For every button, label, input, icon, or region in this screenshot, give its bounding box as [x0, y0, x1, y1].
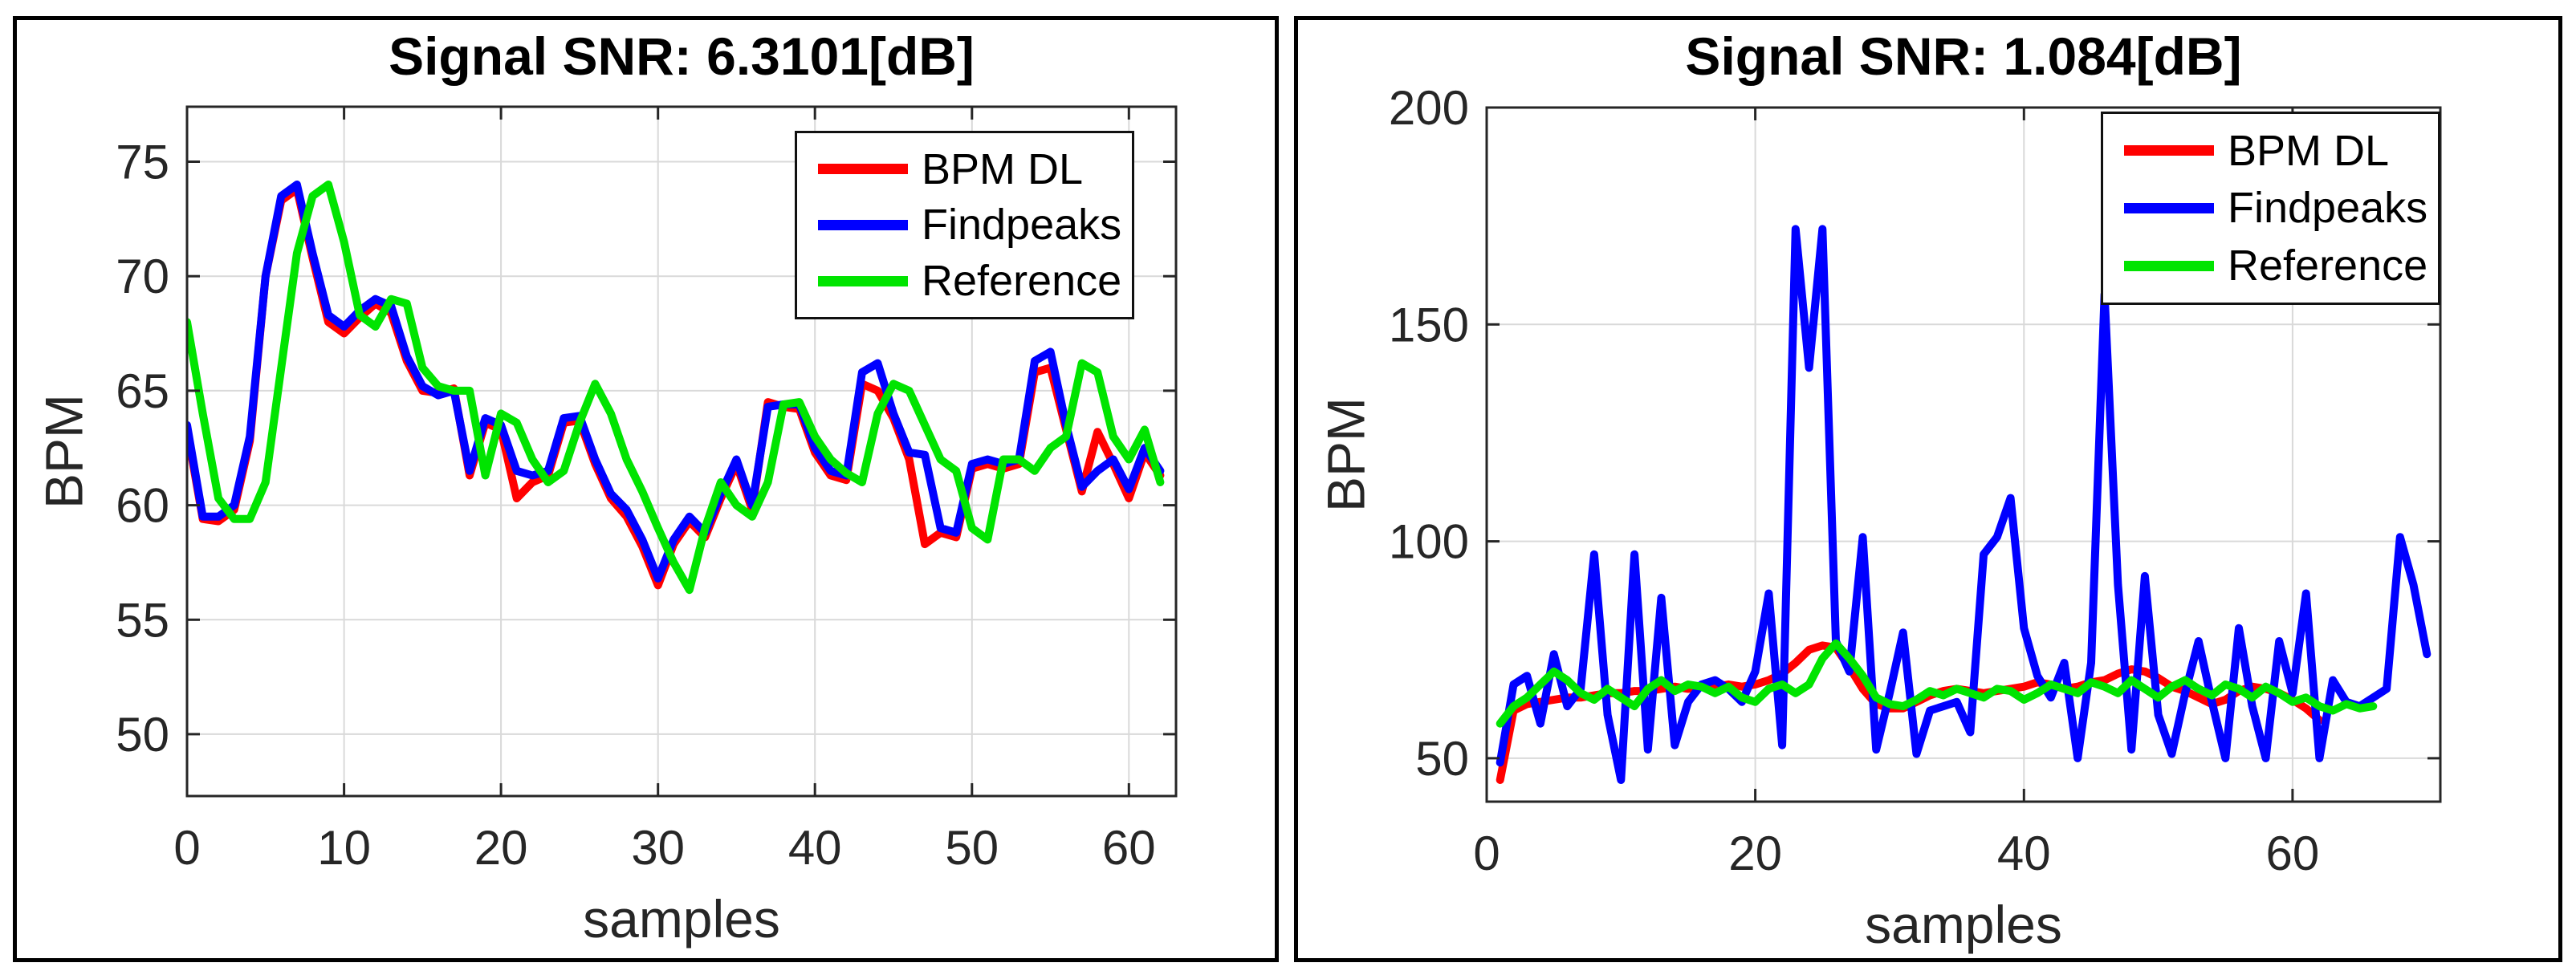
svg-text:60: 60	[2266, 827, 2320, 880]
svg-text:40: 40	[1997, 827, 2051, 880]
tick-marks	[185, 107, 1176, 796]
series-line-reference	[1496, 639, 2378, 728]
svg-text:20: 20	[474, 821, 528, 875]
panel-left-snr-6.3101: 0 10 20 30 40 50 60 50 55 60 65 70 75 samples BPM Sign…	[13, 16, 1279, 962]
chart-title-right: Signal SNR: 1.084[dB]	[1685, 26, 2242, 86]
axes-box	[1485, 106, 2442, 803]
legend-line-sample-blue	[2124, 202, 2214, 213]
legend-item-findpeaks: Findpeaks	[818, 203, 1132, 246]
svg-text:40: 40	[788, 821, 842, 875]
legend-line-sample-green	[2124, 260, 2214, 271]
series-line-reference	[187, 181, 1165, 595]
svg-text:50: 50	[116, 708, 169, 762]
legend-line-sample-green	[818, 275, 908, 286]
x-axis-label: samples	[583, 889, 780, 949]
legend-label-reference: Reference	[922, 257, 1122, 306]
legend-label-findpeaks: Findpeaks	[922, 201, 1122, 250]
svg-text:50: 50	[945, 821, 999, 875]
svg-text:75: 75	[116, 136, 169, 189]
y-axis-label: BPM	[34, 394, 93, 509]
y-axis-label: BPM	[1316, 397, 1375, 512]
svg-text:55: 55	[116, 593, 169, 647]
legend-item-bpm-dl: BPM DL	[818, 148, 1132, 191]
svg-text:0: 0	[1473, 827, 1500, 880]
series-line-findpeaks	[187, 181, 1165, 583]
svg-text:0: 0	[173, 821, 200, 875]
axes-box	[185, 105, 1178, 798]
legend-item-bpm-dl: BPM DL	[2124, 129, 2438, 173]
x-axis-label: samples	[1865, 895, 2062, 954]
panel-right-snr-1.084: 0 20 40 60 50 100 150 200 samples BPM Signal SNR:…	[1294, 16, 2562, 962]
legend-item-findpeaks: Findpeaks	[2124, 186, 2438, 230]
legend-right: BPM DL Findpeaks Reference	[2101, 112, 2440, 305]
chart-title-left: Signal SNR: 6.3101[dB]	[389, 26, 975, 86]
series-lines	[187, 181, 1165, 595]
svg-text:100: 100	[1389, 515, 1469, 569]
legend-line-sample-blue	[818, 219, 908, 230]
legend-label-bpm-dl: BPM DL	[922, 144, 1084, 193]
tick-labels: 0 20 40 60 50 100 150 200	[1389, 81, 2319, 880]
svg-text:70: 70	[116, 250, 169, 303]
legend-left: BPM DL Findpeaks Reference	[795, 131, 1134, 319]
tick-marks	[1485, 106, 2440, 802]
svg-text:60: 60	[1102, 821, 1156, 875]
legend-label-reference: Reference	[2228, 242, 2428, 290]
svg-text:200: 200	[1389, 81, 1469, 135]
svg-text:30: 30	[631, 821, 685, 875]
legend-line-sample-red	[818, 164, 908, 175]
svg-text:10: 10	[317, 821, 371, 875]
series-lines	[1496, 225, 2432, 784]
legend-item-reference: Reference	[818, 259, 1132, 303]
svg-text:60: 60	[116, 479, 169, 533]
series-line-findpeaks	[1496, 225, 2432, 784]
legend-label-bpm-dl: BPM DL	[2228, 126, 2390, 175]
svg-text:20: 20	[1728, 827, 1782, 880]
legend-item-reference: Reference	[2124, 244, 2438, 287]
svg-text:65: 65	[116, 364, 169, 418]
svg-text:50: 50	[1415, 732, 1469, 786]
tick-labels: 0 10 20 30 40 50 60 50 55 60 65 70 75	[116, 136, 1155, 875]
legend-label-findpeaks: Findpeaks	[2228, 184, 2428, 233]
legend-line-sample-red	[2124, 145, 2214, 156]
svg-text:150: 150	[1389, 298, 1469, 351]
line-chart-right: 0 20 40 60 50 100 150 200 samples BPM	[1316, 81, 2442, 954]
